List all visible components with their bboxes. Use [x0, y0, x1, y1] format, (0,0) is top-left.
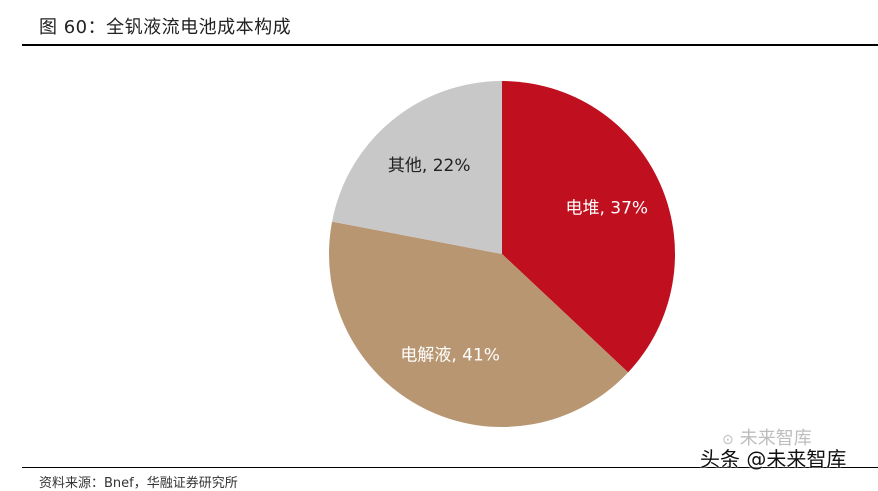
pie-label-1: 电解液, 41% [400, 346, 500, 366]
pie-label-2: 其他, 22% [388, 156, 471, 176]
pie-label-0: 电堆, 37% [565, 199, 648, 219]
watermark-text: 未来智库 [739, 428, 812, 449]
source-rule [22, 467, 878, 468]
pie-slice-2 [332, 81, 502, 254]
source-note: 资料来源：Bnef，华融证券研究所 [39, 476, 238, 491]
title-rule [22, 44, 878, 46]
pie-slice-1 [328, 221, 629, 427]
watermark: ⊙ 未来智库 [722, 424, 812, 450]
pie-chart: 电堆, 37% 电解液, 41% 其他, 22% [328, 81, 675, 427]
watermark-overlay: 头条 @未来智库 [700, 447, 847, 471]
pie-slice-0 [502, 81, 675, 373]
figure-title: 图 60：全钒液流电池成本构成 [39, 17, 292, 38]
pie-labels: 电堆, 37% 电解液, 41% 其他, 22% [388, 156, 648, 366]
wechat-icon: ⊙ [722, 432, 734, 448]
pie-slices [328, 81, 675, 427]
